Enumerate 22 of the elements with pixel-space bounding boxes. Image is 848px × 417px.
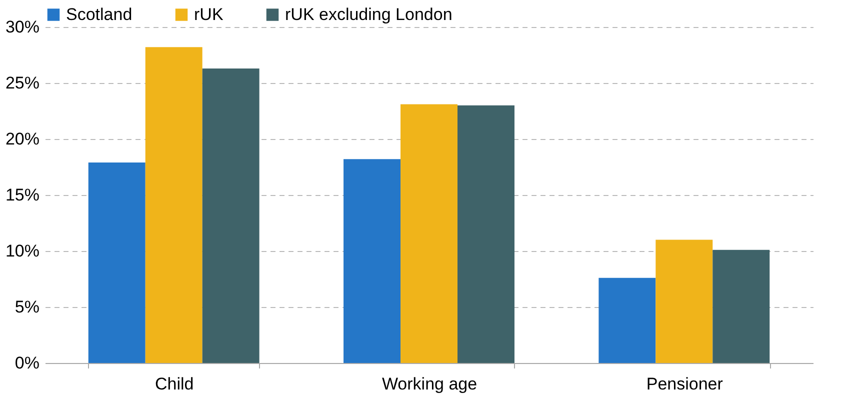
- legend-label: Scotland: [66, 4, 132, 24]
- x-tick-label: Child: [154, 374, 194, 394]
- legend-label: rUK: [194, 4, 224, 24]
- bar: [400, 104, 458, 363]
- x-tick-label: Working age: [382, 374, 478, 394]
- bar: [656, 240, 713, 363]
- y-tick-label: 0%: [14, 354, 40, 372]
- y-tick-label: 30%: [5, 18, 40, 36]
- legend-label: rUK excluding London: [285, 4, 452, 24]
- bar: [145, 47, 202, 363]
- bar: [202, 68, 260, 363]
- y-tick-label: 20%: [5, 130, 40, 148]
- bar: [598, 278, 656, 363]
- bar: [457, 105, 514, 363]
- y-tick-label: 10%: [5, 242, 40, 260]
- y-tick-label: 15%: [5, 186, 40, 204]
- y-tick-label: 25%: [5, 74, 40, 92]
- x-tick-label: Pensioner: [646, 374, 724, 394]
- bar: [344, 159, 401, 363]
- bar: [712, 250, 770, 363]
- bar: [88, 162, 146, 363]
- y-tick-label: 5%: [14, 298, 40, 316]
